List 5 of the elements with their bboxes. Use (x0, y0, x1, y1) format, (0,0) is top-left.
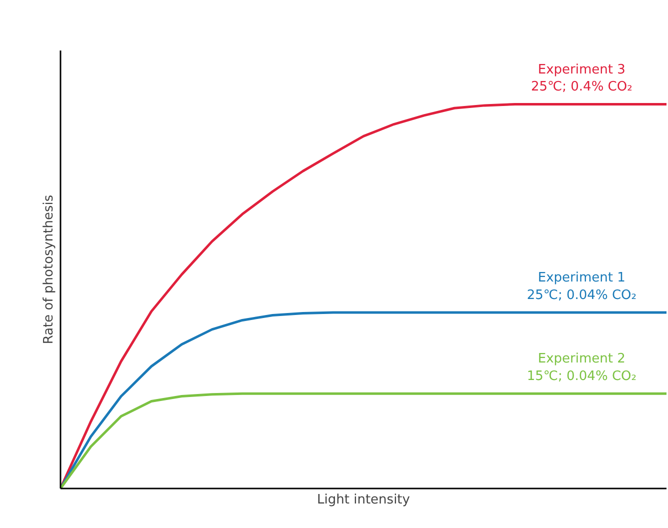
series-label: Experiment 1 25℃; 0.04% CO₂ (526, 270, 636, 303)
series-label: Experiment 2 15℃; 0.04% CO₂ (526, 352, 636, 384)
series-label: Experiment 3 25℃; 0.4% CO₂ (530, 62, 632, 95)
y-axis-title: Rate of photosynthesis (42, 194, 56, 344)
x-axis-title: Light intensity (317, 492, 410, 508)
